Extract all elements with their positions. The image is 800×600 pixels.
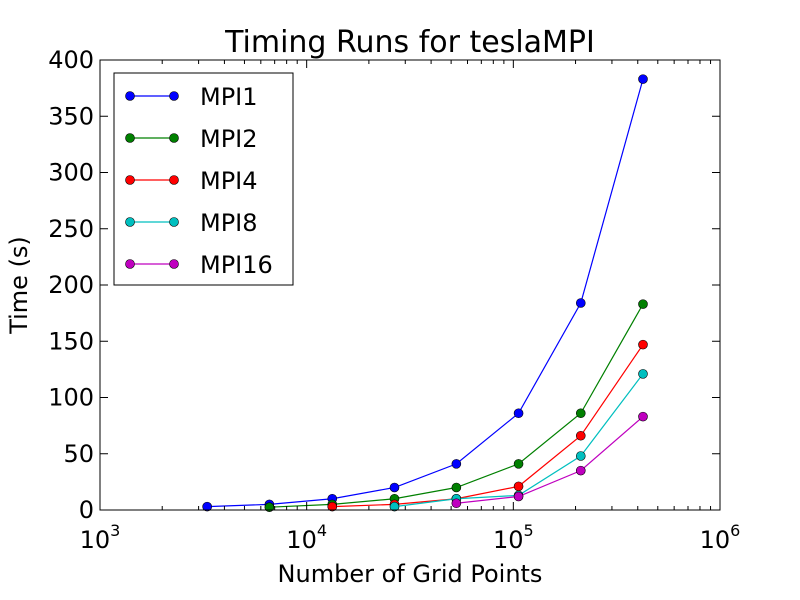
data-point <box>451 498 462 509</box>
legend-box <box>113 72 294 286</box>
data-point <box>451 482 462 493</box>
y-tick-label: 400 <box>48 46 94 74</box>
legend-marker <box>125 259 135 269</box>
data-point <box>575 465 586 476</box>
legend-marker <box>169 217 179 227</box>
x-tick-exponent: 3 <box>110 521 120 540</box>
legend-marker <box>125 91 135 101</box>
data-point <box>513 491 524 502</box>
x-tick-exponent: 4 <box>317 521 327 540</box>
data-point <box>638 369 648 379</box>
legend-marker <box>169 133 179 143</box>
x-tick-base: 10 <box>286 526 317 554</box>
data-point <box>638 299 648 309</box>
series-line <box>456 416 644 504</box>
legend: MPI1 MPI2 MPI4 MPI8 MPI16 <box>113 72 294 286</box>
x-tick-base: 10 <box>700 526 731 554</box>
legend-marker <box>125 175 135 185</box>
y-tick-label: 350 <box>48 102 94 130</box>
data-point <box>638 411 648 422</box>
series-line <box>207 78 644 508</box>
legend-marker <box>125 133 135 143</box>
legend-label: MPI1 <box>200 83 258 111</box>
x-tick-base: 10 <box>80 526 111 554</box>
data-point <box>264 502 275 512</box>
y-axis-label: Time (s) <box>5 236 33 335</box>
x-tick-exponent: 6 <box>730 521 740 540</box>
x-tick-exponent: 5 <box>524 521 534 540</box>
y-tick-label: 50 <box>63 440 94 468</box>
series-line <box>332 344 644 508</box>
y-tick-label: 100 <box>48 384 94 412</box>
series-layer <box>202 74 648 512</box>
legend-label: MPI16 <box>200 251 273 279</box>
data-point <box>513 408 524 419</box>
y-tick-label: 250 <box>48 215 94 243</box>
legend-entry: MPI16 <box>125 251 273 279</box>
x-tick-label: 104 <box>286 521 327 554</box>
x-tick-label: 103 <box>80 521 121 554</box>
series-mpi2 <box>264 299 648 512</box>
y-tick-label: 300 <box>48 159 94 187</box>
legend-label: MPI4 <box>200 167 258 195</box>
data-point <box>202 501 212 512</box>
data-point <box>638 339 648 350</box>
data-point <box>389 501 400 512</box>
data-point <box>327 501 338 512</box>
y-tick-label: 200 <box>48 271 94 299</box>
x-tick-label: 105 <box>493 521 534 554</box>
legend-marker <box>169 91 179 101</box>
data-point <box>575 430 586 441</box>
legend-marker <box>169 175 179 185</box>
legend-label: MPI2 <box>200 125 258 153</box>
legend-marker <box>169 259 179 269</box>
data-point <box>513 459 524 469</box>
y-tick-label: 150 <box>48 327 94 355</box>
data-point <box>575 451 586 461</box>
data-point <box>638 74 648 84</box>
series-line <box>269 303 644 508</box>
data-point <box>451 459 462 469</box>
data-point <box>575 298 586 308</box>
data-point <box>389 482 400 493</box>
series-mpi4 <box>327 339 648 512</box>
legend-entry: MPI1 <box>125 83 258 111</box>
legend-entry: MPI4 <box>125 167 258 195</box>
x-tick-label: 106 <box>700 521 741 554</box>
legend-entry: MPI8 <box>125 209 258 237</box>
x-tick-base: 10 <box>493 526 524 554</box>
legend-label: MPI8 <box>200 209 258 237</box>
chart-title: Timing Runs for teslaMPI <box>224 25 595 60</box>
data-point <box>575 408 586 419</box>
legend-marker <box>125 217 135 227</box>
series-mpi16 <box>451 411 648 509</box>
data-point <box>513 481 524 492</box>
x-axis-label: Number of Grid Points <box>278 560 543 588</box>
y-tick-label: 0 <box>79 496 94 524</box>
legend-entry: MPI2 <box>125 125 258 153</box>
